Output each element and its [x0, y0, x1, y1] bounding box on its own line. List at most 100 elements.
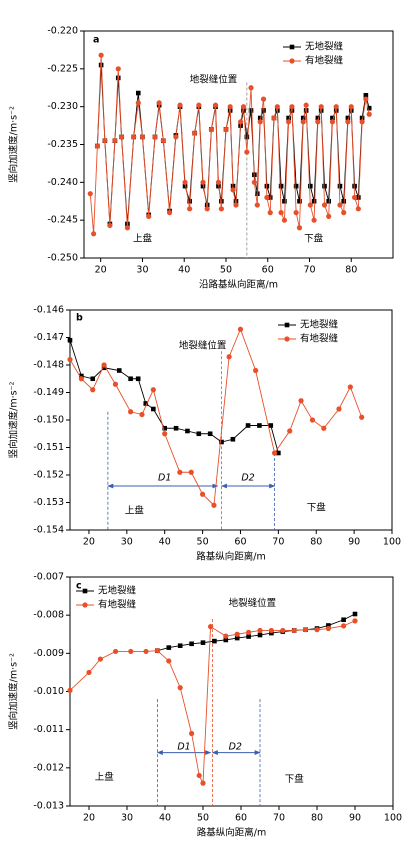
data-point: [341, 617, 346, 623]
data-point: [143, 648, 149, 655]
data-point: [182, 179, 188, 185]
data-point: [321, 425, 327, 431]
data-point: [94, 143, 100, 149]
data-point: [274, 104, 280, 110]
y-tick-label: -0.151: [33, 442, 64, 453]
x-tick-label: 60: [235, 813, 247, 824]
data-point: [341, 198, 347, 204]
data-point: [345, 115, 351, 121]
data-point: [308, 183, 313, 189]
data-point: [293, 183, 299, 189]
data-point: [128, 648, 134, 655]
data-point: [254, 202, 260, 208]
plot-frame: [69, 309, 393, 531]
data-point: [107, 222, 113, 229]
data-point: [276, 450, 281, 456]
legend-marker: [82, 588, 88, 594]
data-point: [223, 637, 229, 643]
data-point: [113, 648, 119, 655]
y-tick-label: -0.235: [47, 139, 78, 150]
data-point: [200, 640, 206, 645]
data-point: [196, 102, 202, 108]
y-tick-label: -0.007: [33, 572, 64, 583]
legend-label: 无地裂缝: [98, 585, 137, 597]
data-point: [199, 491, 206, 497]
legend-marker: [284, 322, 290, 328]
data-point: [237, 326, 244, 332]
data-point: [67, 337, 73, 343]
legend-marker: [284, 336, 290, 342]
x-tick-label: 70: [273, 813, 285, 824]
data-point: [363, 93, 369, 98]
data-point: [269, 630, 274, 636]
data-point: [112, 138, 118, 144]
data-point: [97, 656, 103, 662]
data-point: [286, 115, 291, 121]
y-tick-label: -0.013: [33, 801, 64, 812]
x-tick-label: 20: [95, 265, 107, 276]
data-point: [359, 119, 365, 125]
data-point: [245, 423, 251, 428]
data-point: [257, 632, 263, 638]
y-tick-label: -0.147: [33, 332, 64, 343]
data-point: [260, 96, 267, 102]
legend-marker: [289, 44, 295, 50]
data-point: [278, 183, 284, 189]
data-point: [196, 772, 202, 779]
data-point: [208, 624, 214, 630]
x-tick-label: 90: [349, 813, 361, 824]
data-point: [366, 105, 372, 111]
data-point: [79, 373, 84, 379]
data-point: [230, 187, 236, 193]
data-point: [189, 641, 194, 647]
data-point: [139, 134, 146, 140]
data-point: [303, 102, 309, 108]
data-point: [315, 119, 321, 125]
data-point: [116, 368, 122, 373]
annotation: 下盘: [304, 233, 324, 245]
data-point: [311, 217, 317, 223]
data-point: [345, 119, 351, 125]
annotation: 上盘: [125, 504, 145, 516]
y-tick-label: -0.146: [33, 305, 64, 316]
data-point: [286, 119, 292, 125]
y-tick-label: -0.152: [33, 470, 64, 481]
data-point: [118, 134, 125, 140]
annotation: D1: [158, 472, 171, 483]
data-point: [152, 134, 158, 140]
series-line: [157, 613, 356, 652]
data-point: [341, 210, 347, 216]
data-point: [162, 431, 168, 437]
data-point: [200, 183, 206, 189]
y-tick-label: -0.010: [33, 686, 64, 697]
data-point: [326, 623, 331, 628]
data-point: [314, 627, 320, 633]
x-tick-label: 40: [159, 813, 171, 824]
data-point: [192, 130, 198, 136]
data-point: [330, 115, 335, 121]
data-point: [223, 633, 229, 639]
data-point: [248, 108, 254, 113]
x-tick-label: 80: [310, 537, 322, 548]
data-point: [366, 111, 372, 117]
data-point: [177, 469, 183, 475]
data-point: [257, 115, 263, 121]
data-point: [315, 115, 321, 121]
data-point: [166, 658, 172, 664]
data-point: [356, 195, 361, 200]
data-point: [281, 217, 288, 223]
data-point: [211, 502, 217, 508]
data-point: [189, 730, 195, 737]
legend-marker: [82, 602, 88, 608]
data-point: [300, 119, 306, 125]
y-tick-label: -0.250: [47, 253, 78, 264]
data-point: [336, 406, 342, 412]
annotation: D2: [229, 741, 242, 752]
data-point: [287, 428, 293, 434]
legend-marker: [289, 58, 295, 64]
annotation: 地裂缝位置: [179, 339, 227, 351]
data-point: [248, 85, 254, 91]
y-tick-label: -0.240: [47, 177, 78, 188]
data-point: [150, 387, 156, 393]
annotation: D2: [241, 472, 254, 483]
